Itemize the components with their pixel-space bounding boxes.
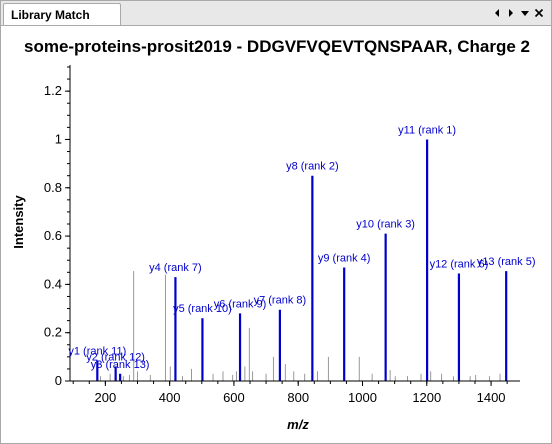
y-tick-label: 1.2 [44, 83, 62, 98]
peak-label: y7 (rank 8) [254, 295, 307, 307]
y-axis-label: Intensity [11, 195, 26, 249]
x-tick-label: 1000 [348, 390, 377, 405]
tab-label: Library Match [11, 7, 90, 22]
peak-label: y6 (rank 9) [214, 298, 267, 310]
scroll-left-icon[interactable] [490, 5, 503, 21]
close-icon[interactable] [532, 5, 545, 21]
tab-strip: Library Match [1, 1, 551, 26]
peak-label: y3 (rank 13) [91, 359, 150, 371]
chart-title: some-proteins-prosit2019 - DDGVFVQEVTQNS… [23, 37, 530, 56]
peak-label: y5 (rank 10) [173, 303, 232, 315]
matched-peaks [96, 139, 508, 381]
dropdown-icon[interactable] [518, 5, 531, 21]
peak-label: y11 (rank 1) [398, 124, 456, 136]
y-tick-label: 0.8 [44, 180, 62, 195]
peak-label: y2 (rank 12) [86, 352, 145, 364]
scroll-right-icon[interactable] [504, 5, 517, 21]
x-tick-label: 800 [287, 390, 309, 405]
x-tick-label: 1400 [477, 390, 506, 405]
peak-label: y12 (rank 6) [430, 259, 489, 271]
unmatched-peaks [100, 271, 501, 381]
y-tick-label: 1 [55, 131, 62, 146]
y-tick-label: 0.2 [44, 325, 62, 340]
x-tick-label: 200 [95, 390, 117, 405]
peak-label: y4 (rank 7) [149, 262, 202, 274]
x-axis-label: m/z [287, 417, 309, 432]
peak-label: y13 (rank 5) [477, 256, 536, 268]
tab-library-match[interactable]: Library Match [3, 3, 121, 25]
x-tick-label: 600 [223, 390, 245, 405]
x-tick-label: 1200 [412, 390, 441, 405]
peak-label: y1 (rank 11) [68, 345, 126, 357]
y-tick-label: 0.4 [44, 276, 62, 291]
peak-label: y10 (rank 3) [356, 219, 415, 231]
peak-label: y9 (rank 4) [318, 252, 371, 264]
axes: 0 0.2 0.4 0.6 0.8 1 1.2 200 400 600 800 1000 1200 140… [44, 65, 520, 405]
tab-controls [490, 4, 545, 22]
y-tick-label: 0.6 [44, 228, 62, 243]
y-tick-label: 0 [55, 373, 62, 388]
peak-labels: y1 (rank 11)y2 (rank 12)y3 (rank 13) y4 (… [68, 124, 535, 370]
peak-label: y8 (rank 2) [286, 161, 339, 173]
x-tick-label: 400 [159, 390, 181, 405]
